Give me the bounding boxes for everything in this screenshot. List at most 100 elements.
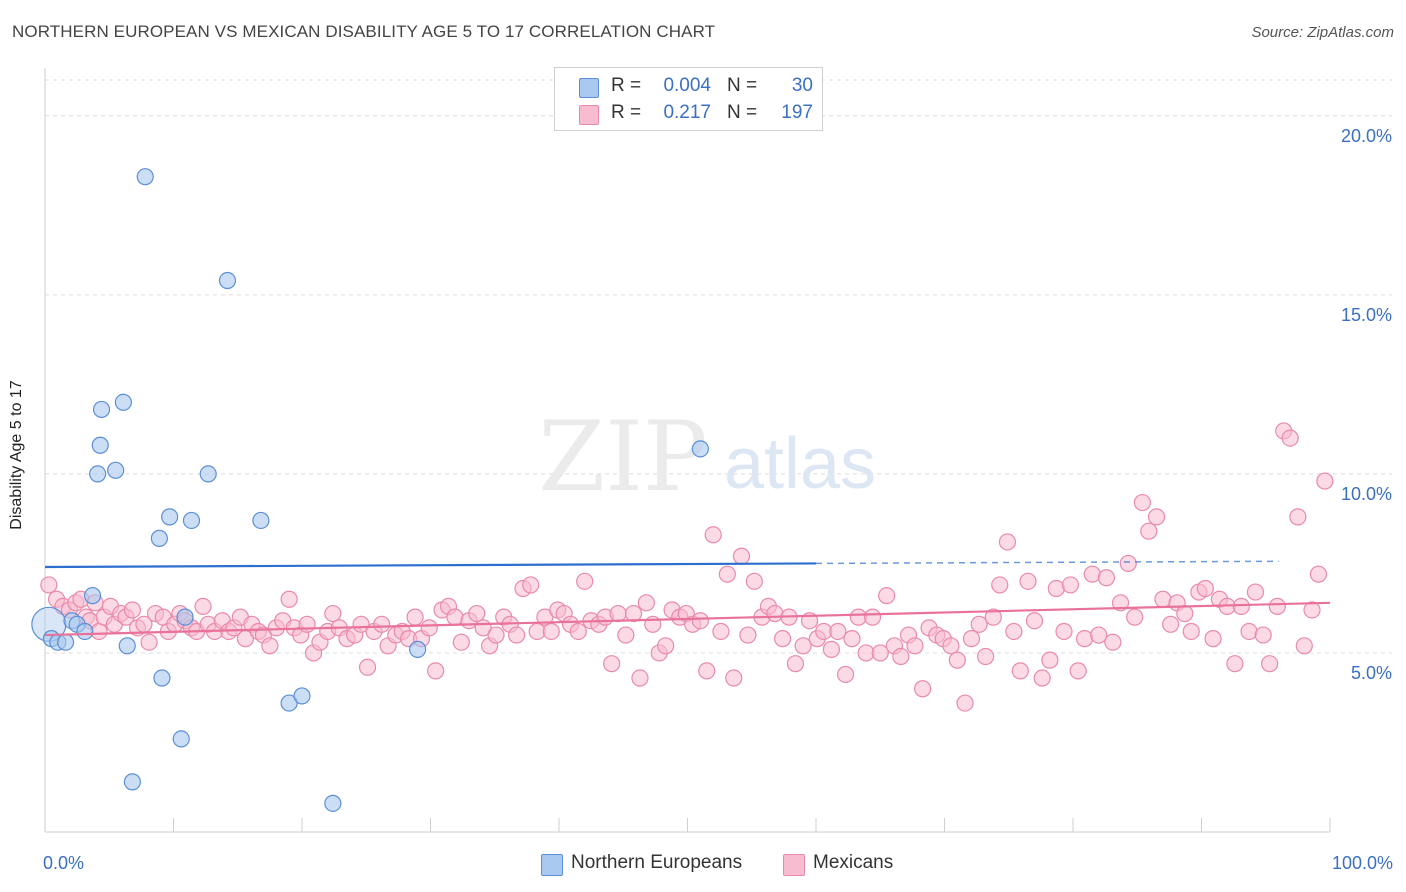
data-point-northern-europeans (114, 393, 132, 411)
data-point-mexicans (984, 608, 1002, 626)
data-point-mexicans (745, 572, 763, 590)
data-point-northern-europeans (123, 773, 141, 791)
data-point-mexicans (906, 637, 924, 655)
data-point-mexicans (1033, 669, 1051, 687)
data-point-mexicans (40, 576, 58, 594)
data-point-mexicans (794, 637, 812, 655)
data-point-mexicans (1133, 493, 1151, 512)
data-point-northern-europeans (280, 694, 298, 712)
watermark-zip: ZIP (538, 401, 707, 513)
data-point-mexicans (948, 651, 966, 669)
data-point-mexicans (1154, 590, 1172, 608)
data-point-mexicans (522, 576, 540, 594)
data-point-mexicans (1303, 601, 1321, 619)
data-point-mexicans (1268, 597, 1286, 616)
data-point-mexicans (892, 647, 910, 666)
data-point-mexicans (773, 630, 792, 648)
data-point-mexicans (487, 626, 505, 644)
data-point-mexicans (871, 644, 889, 662)
data-point-mexicans (1240, 622, 1258, 641)
data-point-northern-europeans (293, 687, 311, 705)
data-point-northern-europeans (218, 271, 237, 290)
data-point-mexicans (786, 655, 805, 673)
data-point-mexicans (576, 572, 594, 590)
data-point-mexicans (878, 587, 896, 605)
data-point-northern-europeans (172, 730, 190, 748)
trend-line-northern-europeans (44, 562, 817, 569)
data-point-mexicans (1281, 429, 1299, 447)
data-point-mexicans (452, 633, 470, 651)
data-point-mexicans (1104, 633, 1122, 651)
data-point-mexicans (1232, 597, 1250, 616)
data-point-mexicans (603, 655, 621, 673)
data-point-mexicans (718, 565, 736, 583)
data-point-mexicans (1226, 655, 1244, 673)
data-point-mexicans (836, 665, 855, 684)
legend-n-value: 30 (791, 75, 813, 96)
data-point-mexicans (977, 647, 995, 666)
data-point-mexicans (704, 526, 722, 544)
data-point-mexicans (624, 604, 643, 623)
data-point-northern-europeans (150, 529, 168, 547)
data-point-mexicans (1075, 630, 1094, 648)
data-point-mexicans (609, 604, 627, 623)
y-tick-label: 15.0% (1341, 305, 1392, 325)
data-point-mexicans (732, 547, 751, 565)
data-point-mexicans (1069, 662, 1087, 680)
data-point-mexicans (1182, 622, 1200, 641)
data-point-mexicans (991, 576, 1009, 594)
mexicans-points (40, 422, 1334, 712)
data-point-mexicans (420, 619, 438, 637)
data-point-mexicans (698, 662, 716, 680)
data-point-northern-europeans (76, 622, 94, 641)
data-point-mexicans (140, 633, 158, 651)
data-point-mexicans (1119, 554, 1137, 573)
data-point-mexicans (1111, 594, 1130, 612)
data-point-mexicans (507, 626, 526, 644)
data-point-mexicans (1011, 662, 1029, 680)
data-point-northern-europeans (91, 436, 109, 454)
data-point-mexicans (427, 662, 445, 680)
data-point-mexicans (822, 640, 841, 658)
data-point-mexicans (1025, 612, 1044, 630)
data-point-mexicans (657, 637, 675, 655)
data-point-mexicans (1176, 604, 1194, 623)
data-point-mexicans (536, 608, 554, 626)
bottom-legend-swatch-blue (541, 854, 563, 876)
y-tick-label: 20.0% (1341, 126, 1392, 146)
data-point-mexicans (569, 622, 587, 641)
data-point-northern-europeans (199, 465, 217, 483)
data-point-mexicans (1316, 472, 1334, 490)
data-point-mexicans (123, 601, 141, 619)
data-point-mexicans (1140, 522, 1158, 540)
data-point-mexicans (280, 590, 298, 608)
source-label: Source: ZipAtlas.com (1251, 24, 1394, 41)
data-point-northern-europeans (89, 465, 107, 483)
data-point-northern-europeans (92, 400, 111, 419)
y-tick-label: 10.0% (1341, 484, 1392, 504)
data-point-mexicans (406, 608, 424, 626)
data-point-mexicans (1005, 622, 1023, 641)
trend-line-mexicans (44, 601, 1331, 637)
data-point-mexicans (358, 658, 377, 676)
data-point-mexicans (1097, 569, 1116, 587)
data-point-mexicans (324, 604, 342, 623)
data-point-mexicans (712, 622, 730, 641)
data-point-northern-europeans (136, 168, 154, 186)
legend-r-value: 0.217 (663, 102, 711, 123)
data-point-mexicans (1254, 626, 1272, 644)
data-point-northern-europeans (107, 461, 125, 479)
trend-line-extension-northern-europeans (815, 560, 1279, 565)
data-point-mexicans (1147, 508, 1166, 526)
legend-swatch-blue (579, 78, 599, 98)
data-point-mexicans (446, 608, 464, 626)
x-tick-label: 0.0% (43, 853, 84, 873)
legend-r-label: R = (611, 102, 642, 123)
data-point-northern-europeans (691, 440, 709, 458)
legend-n-value: 197 (781, 102, 813, 123)
data-point-mexicans (843, 630, 861, 648)
data-point-mexicans (970, 615, 988, 633)
data-point-mexicans (637, 594, 655, 612)
bottom-legend-label: Mexicans (813, 852, 894, 873)
